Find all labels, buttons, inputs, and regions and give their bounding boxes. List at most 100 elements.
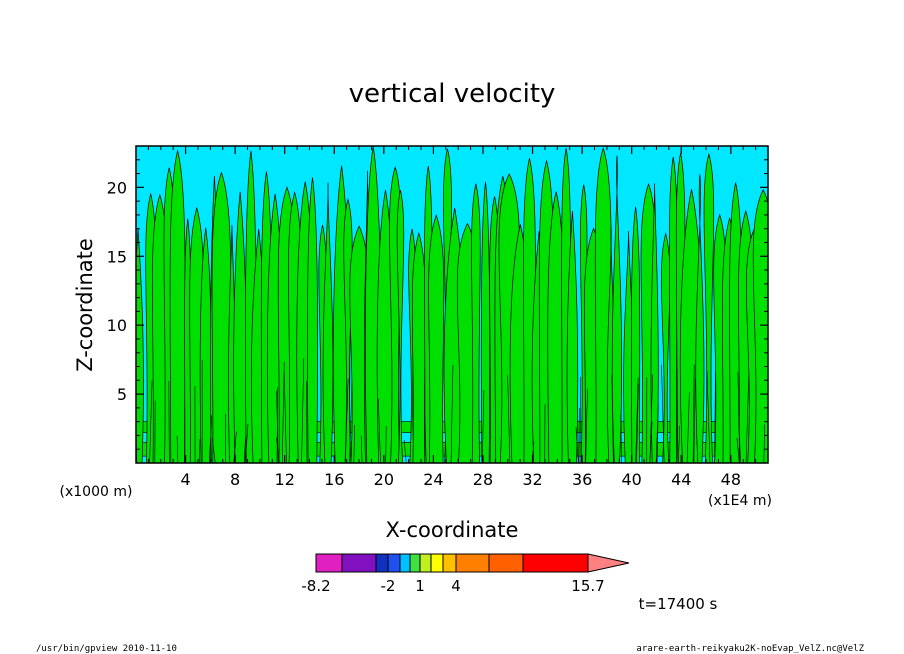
- convective-tower: [611, 375, 614, 463]
- convective-tower: [706, 371, 711, 463]
- x-unit-right: (x1E4 m): [708, 493, 772, 509]
- convective-tower: [283, 371, 287, 463]
- convective-tower: [579, 376, 581, 463]
- convective-tower: [385, 426, 387, 463]
- convective-tower: [243, 437, 246, 463]
- convective-tower: [678, 425, 680, 463]
- updraft-plume: [631, 206, 641, 463]
- convective-tower: [736, 437, 740, 463]
- convective-tower: [276, 438, 280, 463]
- updraft-plume: [669, 156, 678, 463]
- convective-tower: [424, 416, 427, 463]
- convective-tower: [403, 439, 407, 463]
- updraft-plume: [396, 189, 405, 463]
- convective-tower: [349, 381, 353, 463]
- convective-tower: [585, 388, 588, 463]
- colorbar-tick-label: -8.2: [301, 577, 330, 595]
- convective-tower: [345, 378, 349, 463]
- updraft-plume: [471, 183, 481, 463]
- y-axis-label: Z-coordinate: [73, 238, 97, 372]
- convective-tower: [450, 364, 454, 463]
- colorbar-swatch: [442, 553, 457, 573]
- convective-tower: [693, 379, 696, 463]
- colorbar-tick-label: -2: [381, 577, 396, 595]
- colorbar-tick-label: 4: [451, 577, 461, 595]
- colorbar-swatch: [522, 553, 589, 573]
- updraft-plume: [695, 174, 705, 463]
- updraft-plume: [650, 183, 659, 463]
- updraft-plume: [611, 155, 623, 463]
- y-tick-label: 10: [107, 316, 127, 335]
- convective-tower: [208, 415, 213, 463]
- convective-tower: [661, 364, 665, 463]
- x-axis-label: X-coordinate: [386, 518, 519, 542]
- y-axis: 5 10 15 20: [107, 145, 768, 464]
- updraft-plume: [307, 177, 318, 463]
- convective-tower: [301, 358, 305, 463]
- colorbar-swatch: [488, 553, 524, 573]
- x-tick-label: 28: [473, 470, 493, 489]
- convective-tower: [168, 380, 170, 463]
- convective-tower: [233, 431, 237, 463]
- x-tick-label: 48: [721, 470, 741, 489]
- velocity-field: [136, 146, 768, 463]
- colorbar: [315, 553, 630, 573]
- convective-tower: [211, 438, 216, 463]
- colorbar-swatch: [409, 553, 421, 573]
- updraft-plume: [322, 182, 334, 463]
- convective-tower: [281, 362, 285, 463]
- x-tick-label: 16: [324, 470, 344, 489]
- convective-tower: [507, 375, 511, 463]
- updraft-plume: [752, 189, 768, 463]
- convective-tower: [353, 424, 355, 463]
- x-tick-label: 8: [230, 470, 240, 489]
- colorbar-ticks: -8.2 -2 1 4 15.7: [301, 577, 604, 595]
- y-tick-label: 15: [107, 247, 127, 266]
- convective-tower: [692, 364, 695, 463]
- convective-tower: [481, 390, 485, 463]
- colorbar-swatch: [387, 553, 401, 573]
- x-tick-label: 32: [522, 470, 542, 489]
- convective-tower: [745, 373, 750, 463]
- convective-tower: [737, 372, 740, 463]
- colorbar-arrow: [587, 553, 630, 573]
- convective-tower: [686, 392, 690, 463]
- convective-tower: [578, 408, 580, 463]
- convective-tower: [276, 387, 279, 463]
- y-tick-label: 5: [117, 385, 127, 404]
- convective-tower: [636, 383, 639, 463]
- updraft-plume: [411, 231, 426, 463]
- convective-tower: [714, 370, 716, 463]
- colorbar-tick-label: 1: [415, 577, 425, 595]
- convective-tower: [149, 380, 153, 463]
- y-tick-label: 20: [107, 178, 127, 197]
- colorbar-swatch: [315, 553, 343, 573]
- convective-tower: [649, 374, 654, 463]
- convective-tower: [620, 414, 622, 463]
- colorbar-swatch: [399, 553, 411, 573]
- colorbar-swatch: [455, 553, 490, 573]
- x-tick-label: 40: [622, 470, 642, 489]
- updraft-plume: [211, 171, 232, 463]
- x-tick-label: 20: [374, 470, 394, 489]
- x-tick-label: 4: [180, 470, 190, 489]
- convective-tower: [377, 398, 381, 463]
- colorbar-swatch: [419, 553, 432, 573]
- convective-tower: [763, 424, 765, 463]
- convective-tower: [360, 435, 363, 463]
- convective-tower: [635, 377, 639, 463]
- x-axis: 4 8 12 16 20 24 28 32 36 40 44 48: [147, 146, 757, 489]
- footer-left: /usr/bin/gpview 2010-11-10: [36, 644, 177, 654]
- chart-title: vertical velocity: [349, 79, 556, 109]
- x-tick-label: 12: [275, 470, 295, 489]
- convective-tower: [738, 418, 741, 463]
- convective-tower: [575, 427, 579, 463]
- plot-frame: [135, 145, 769, 464]
- x-tick-label: 24: [423, 470, 443, 489]
- colorbar-tick-label: 15.7: [571, 577, 604, 595]
- colorbar-swatch: [430, 553, 444, 573]
- convective-tower: [245, 423, 249, 463]
- convective-tower: [176, 435, 179, 463]
- updraft-plume: [566, 211, 579, 463]
